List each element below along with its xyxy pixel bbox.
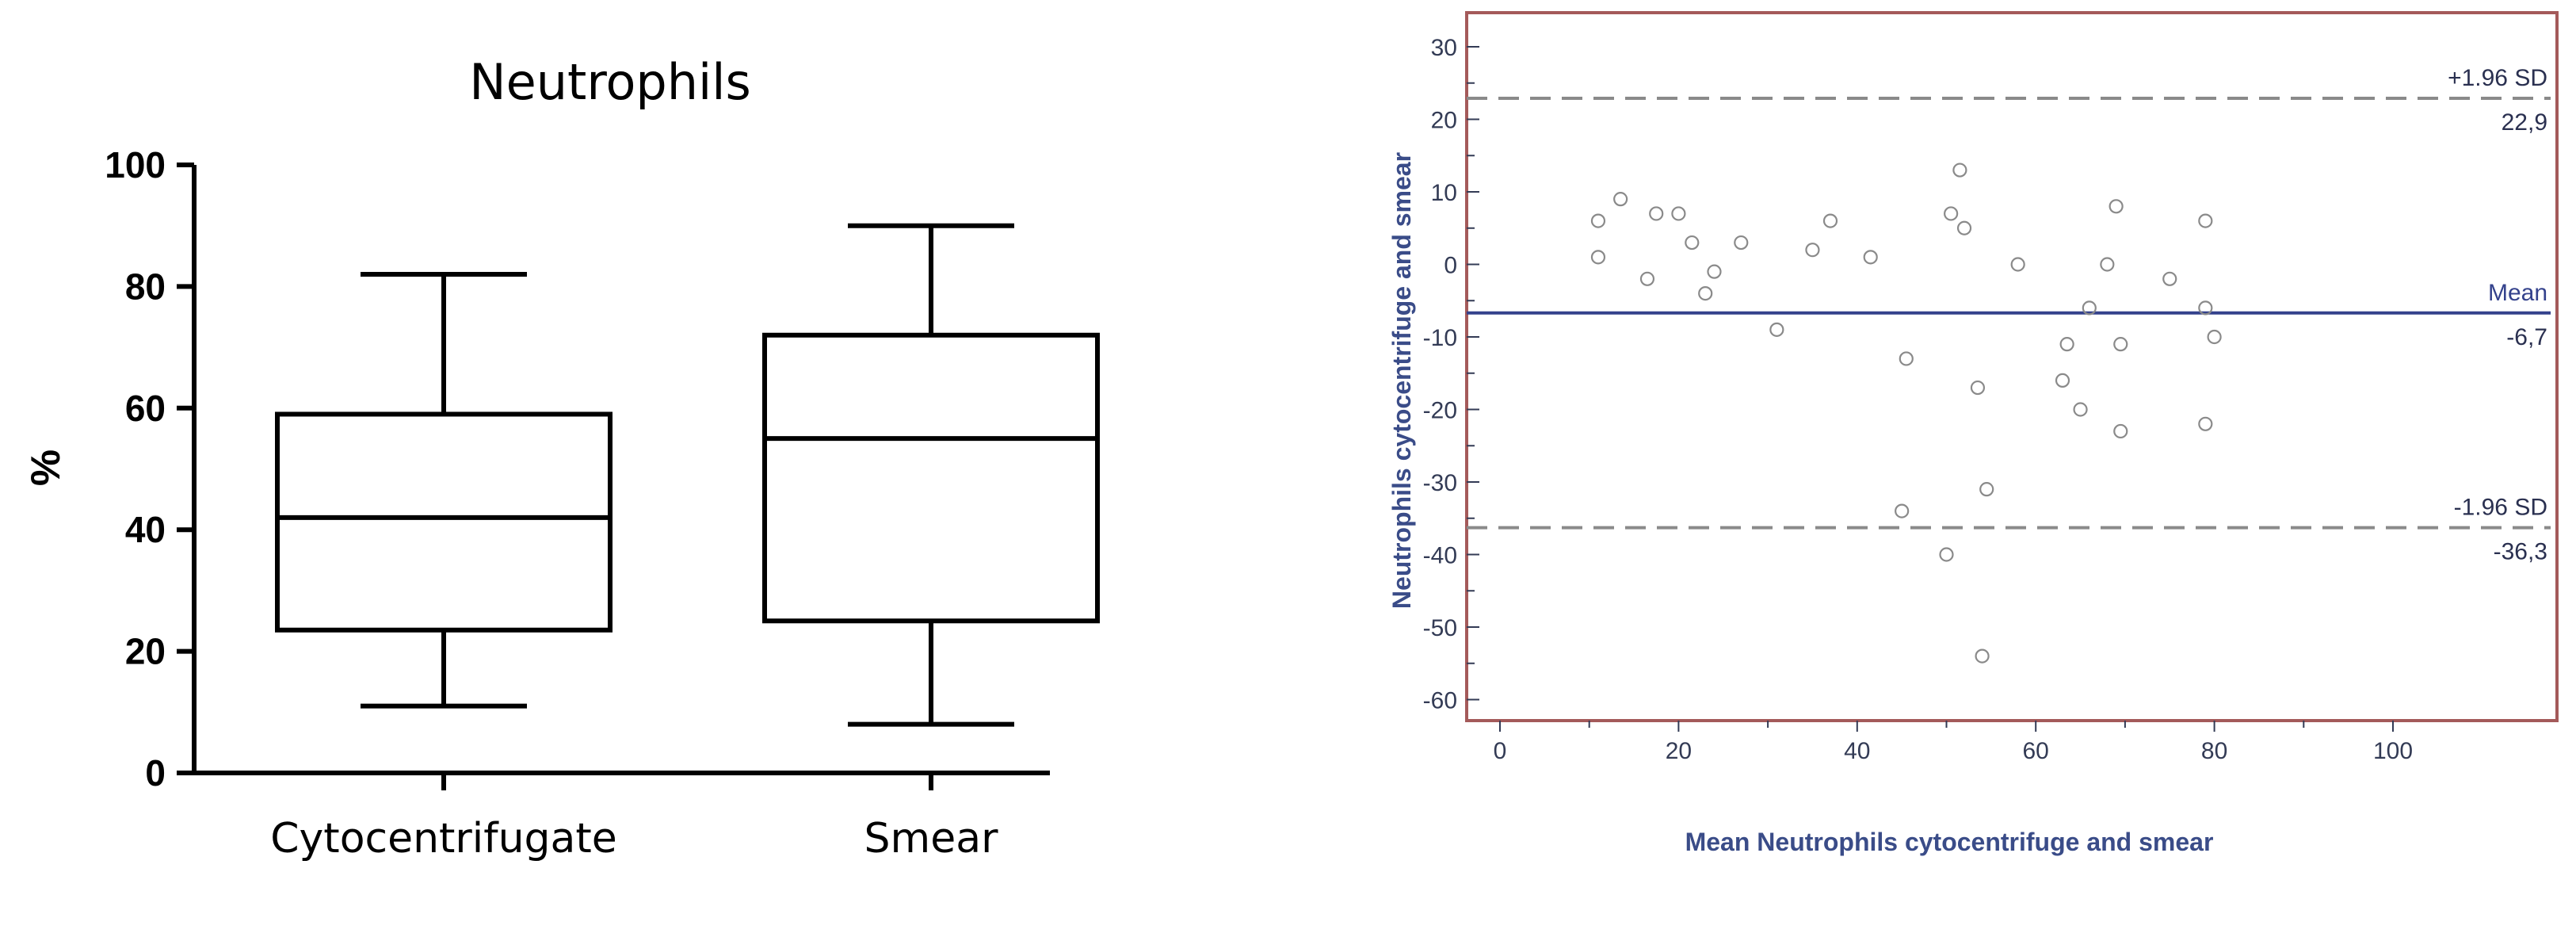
reference-line-label: Mean [2488,280,2547,306]
data-point [2059,337,2074,352]
data-point [1970,380,1986,396]
reference-line-value: 22,9 [2502,109,2547,136]
iqr-box [275,411,613,633]
data-point [1590,213,1606,228]
data-point [1956,220,1972,235]
x-tick-label: Smear [864,815,999,863]
plot-frame [1465,11,2559,722]
iqr-box [762,332,1100,624]
chart-title: Neutrophils [469,53,751,111]
data-point [1975,648,1990,664]
data-point [1769,322,1784,337]
x-tick-label: 20 [1666,738,1692,764]
y-tick-label: 0 [145,752,166,794]
y-tick-label: 0 [1444,253,1457,279]
data-point [2100,257,2115,272]
data-point [2198,213,2213,228]
y-tick-label: -40 [1423,543,1457,569]
y-tick-label: -20 [1423,398,1457,424]
y-tick-label: 80 [125,266,166,307]
y-tick-label: 20 [125,631,166,672]
data-point [2113,423,2128,439]
data-point [2207,329,2222,345]
x-tick-label: 100 [2373,738,2413,764]
data-point [1707,264,1722,279]
data-point [2109,199,2124,214]
x-tick-label: 60 [2023,738,2049,764]
data-point [2113,337,2128,352]
data-point [1734,235,1749,251]
data-point [2010,257,2025,272]
box-plot-chart: Neutrophils % 0 20 40 60 80 100 Cytocentrifuga… [23,53,1100,863]
data-point [1590,250,1606,265]
data-point [1649,206,1664,221]
y-tick-label: -10 [1423,325,1457,351]
y-tick-label: 60 [125,388,166,429]
data-point [1639,271,1655,286]
data-point [1952,163,1967,178]
x-tick-label: Cytocentrifugate [270,815,617,863]
box-cytocentrifugate [275,272,613,709]
reference-line-label: +1.96 SD [2448,65,2547,91]
data-point [1979,482,1994,497]
y-tick-label: 30 [1431,35,1457,61]
data-point [2198,300,2213,316]
y-tick-label: -60 [1423,688,1457,714]
data-point [1698,286,1713,301]
data-point [2082,300,2097,316]
data-point [2055,373,2070,388]
data-point [1863,250,1878,265]
reference-line-label: -1.96 SD [2454,495,2547,521]
reference-line-value: -36,3 [2494,539,2547,565]
y-axis-label: Neutrophils cytocentrifuge and smear [1387,152,1416,609]
reference-lines: +1.96 SD 22,9 Mean -6,7 -1.96 SD -36,3 [1467,65,2551,565]
x-tick-label: 40 [1844,738,1870,764]
reference-line-value: -6,7 [2506,324,2547,350]
box-plot-axes: 0 20 40 60 80 100 Cytocentrifugate Smear [105,144,1050,863]
scatter-points [1590,163,2222,664]
data-point [2198,416,2213,431]
data-point [2073,402,2088,417]
data-point [1944,206,1959,221]
data-point [1899,351,1914,366]
x-tick-label: 0 [1494,738,1507,764]
y-tick-label: 100 [105,144,166,186]
data-point [1671,206,1686,221]
box-smear [762,223,1100,727]
data-point [1939,547,1954,562]
x-tick-label: 80 [2201,738,2227,764]
y-tick-label: -30 [1423,470,1457,496]
y-tick-label: -50 [1423,615,1457,641]
data-point [1895,503,1910,518]
data-point [2162,271,2177,286]
data-point [1685,235,1700,251]
data-point [1805,243,1820,258]
data-point [1822,213,1838,228]
box-plot-boxes [275,223,1100,727]
data-point [1613,192,1628,207]
y-tick-label: 20 [1431,108,1457,134]
x-axis-label: Mean Neutrophils cytocentrifuge and smea… [1685,828,2214,856]
y-tick-label: 40 [125,509,166,550]
y-axis-label: % [23,449,69,486]
y-tick-label: 10 [1431,180,1457,206]
